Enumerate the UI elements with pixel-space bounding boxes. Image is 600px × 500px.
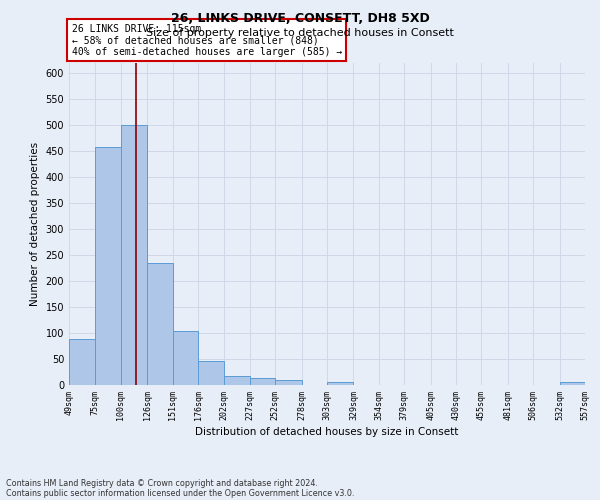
Bar bbox=[147, 264, 173, 385]
X-axis label: Distribution of detached houses by size in Consett: Distribution of detached houses by size … bbox=[196, 427, 458, 437]
Bar bbox=[121, 125, 147, 385]
Bar bbox=[198, 361, 224, 385]
Bar bbox=[560, 382, 585, 385]
Y-axis label: Number of detached properties: Number of detached properties bbox=[30, 142, 40, 306]
Text: 26 LINKS DRIVE: 115sqm
← 58% of detached houses are smaller (848)
40% of semi-de: 26 LINKS DRIVE: 115sqm ← 58% of detached… bbox=[71, 24, 342, 57]
Bar bbox=[95, 148, 121, 385]
Bar bbox=[275, 380, 302, 385]
Bar bbox=[327, 382, 353, 385]
Text: 26, LINKS DRIVE, CONSETT, DH8 5XD: 26, LINKS DRIVE, CONSETT, DH8 5XD bbox=[170, 12, 430, 26]
Bar bbox=[224, 376, 250, 385]
Text: Contains public sector information licensed under the Open Government Licence v3: Contains public sector information licen… bbox=[6, 488, 355, 498]
Bar bbox=[250, 378, 275, 385]
Text: Contains HM Land Registry data © Crown copyright and database right 2024.: Contains HM Land Registry data © Crown c… bbox=[6, 478, 318, 488]
Bar bbox=[173, 332, 198, 385]
Text: Size of property relative to detached houses in Consett: Size of property relative to detached ho… bbox=[146, 28, 454, 38]
Bar bbox=[69, 339, 95, 385]
